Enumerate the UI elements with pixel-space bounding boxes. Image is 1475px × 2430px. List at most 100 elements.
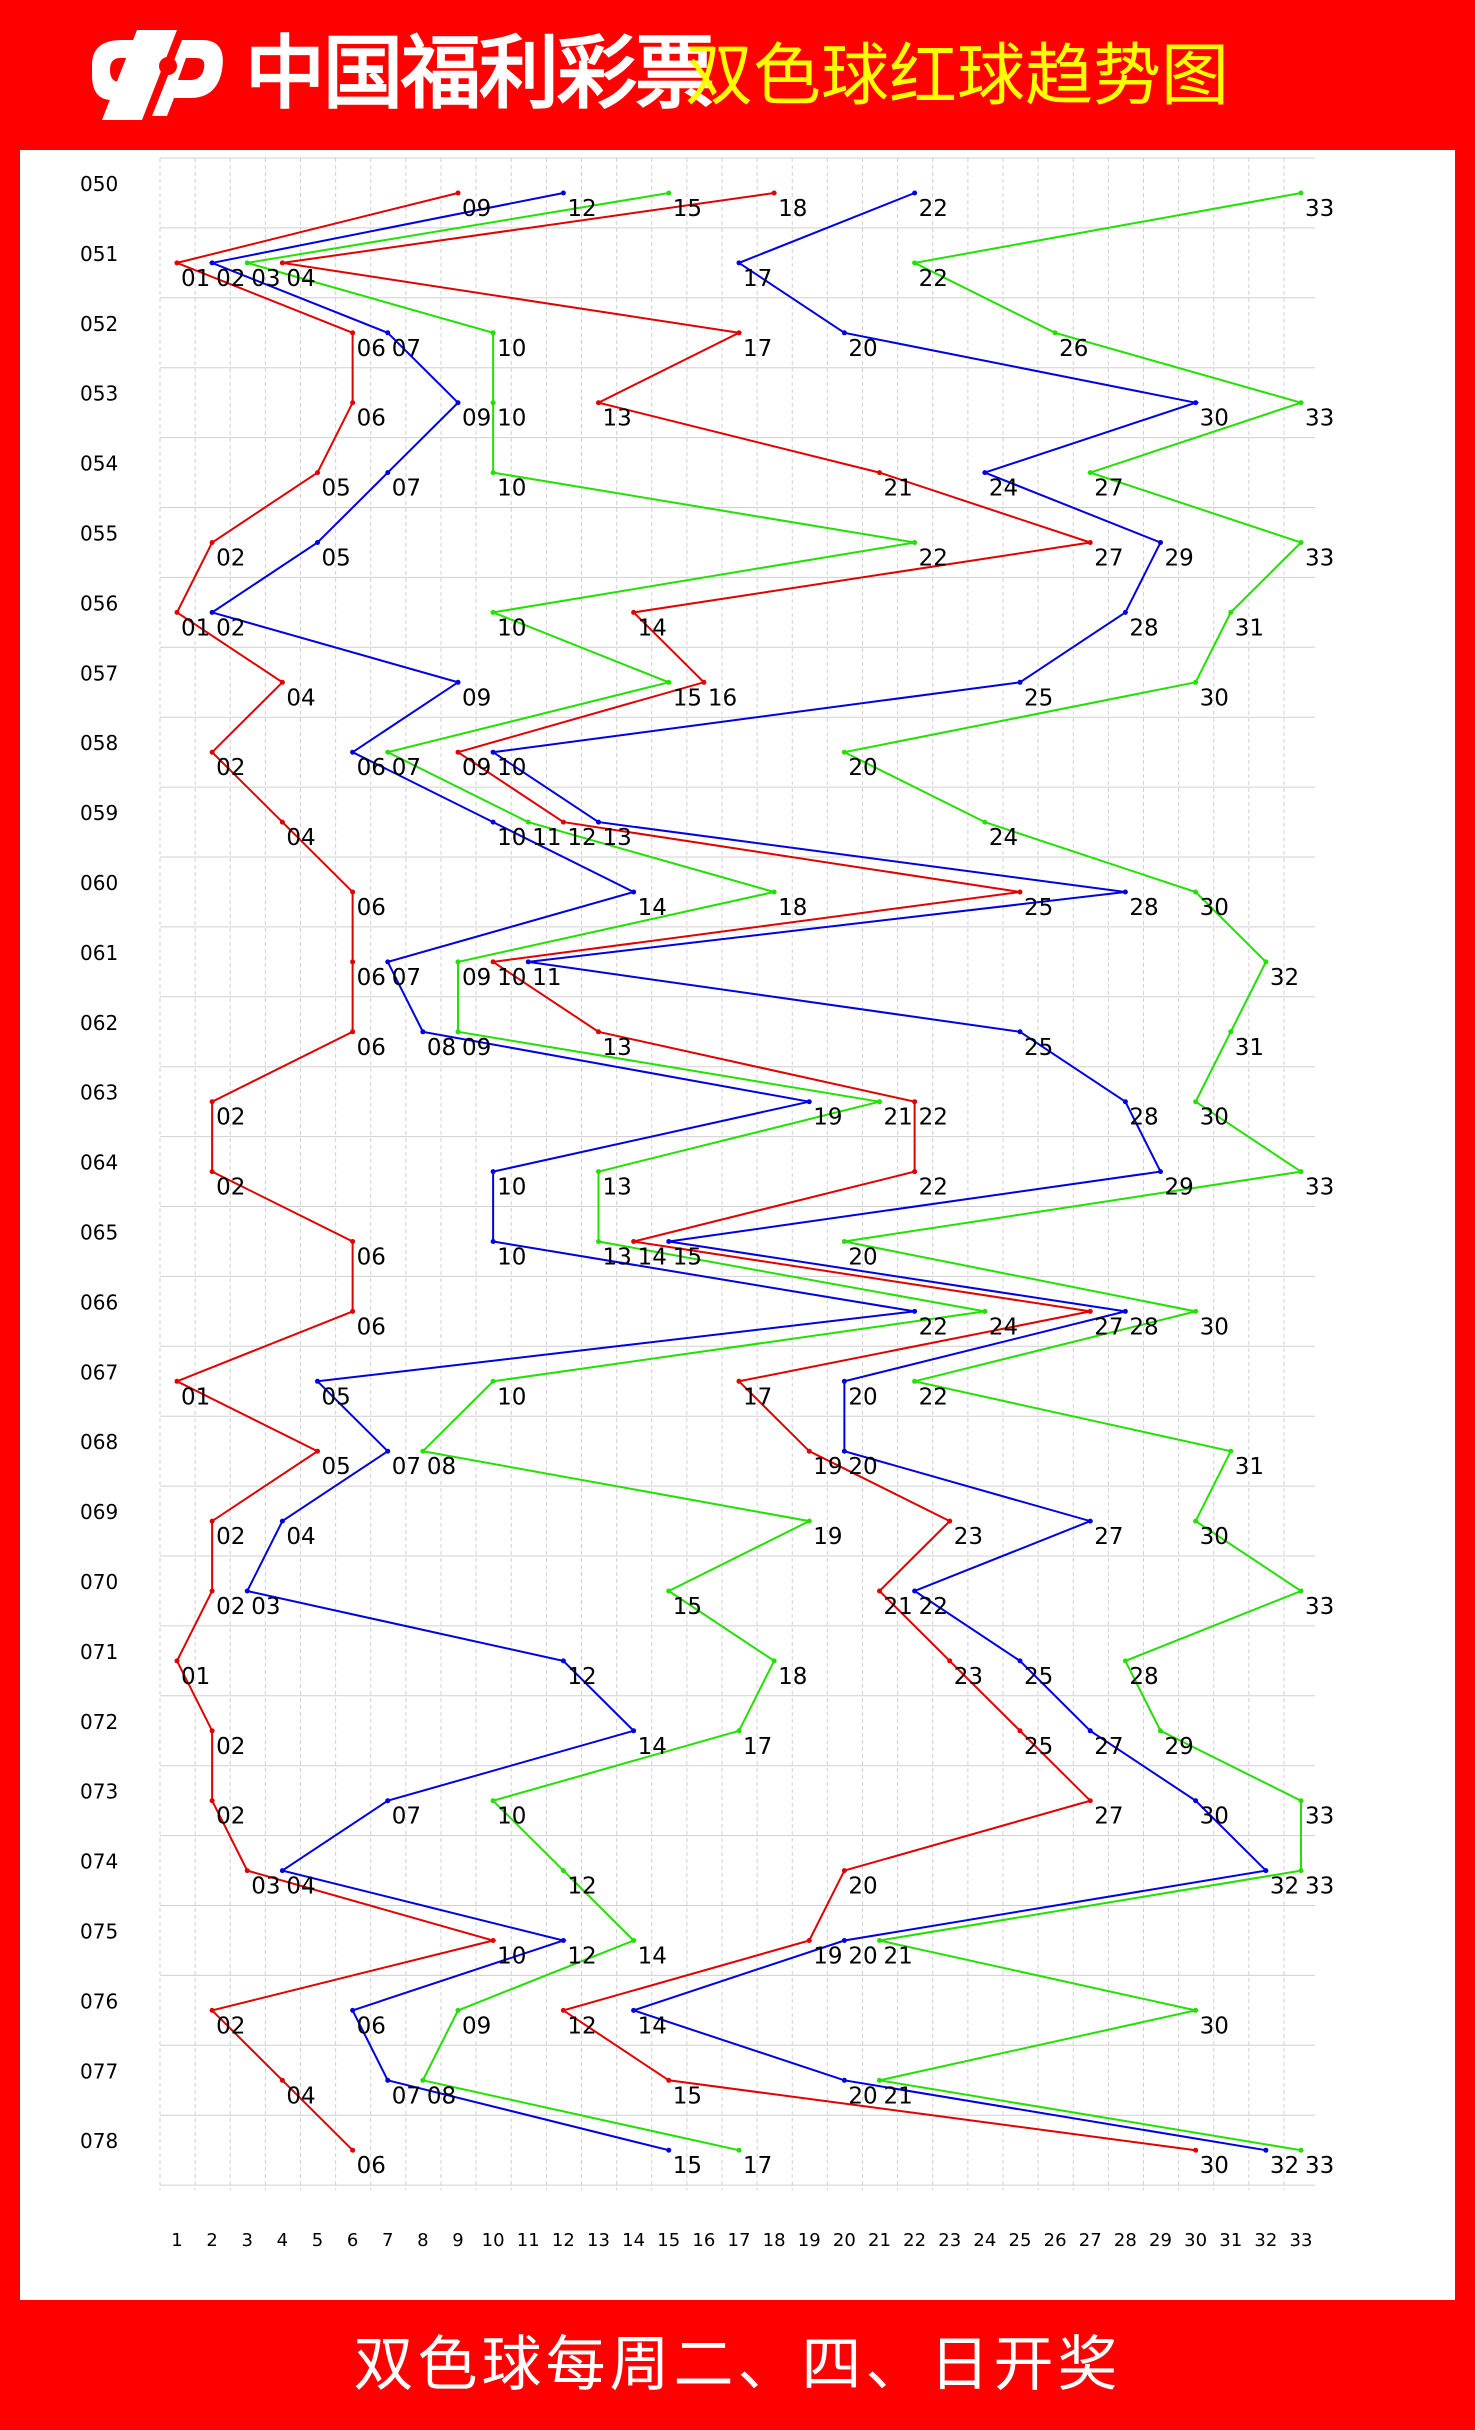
data-point <box>385 959 391 965</box>
number-label: 12 <box>567 825 596 851</box>
number-label: 03 <box>251 1594 280 1620</box>
issue-label: 055 <box>80 522 118 546</box>
number-label: 10 <box>497 1944 526 1970</box>
number-label: 22 <box>919 1594 948 1620</box>
data-point <box>877 2077 882 2083</box>
data-point <box>666 1588 672 1594</box>
data-point <box>279 819 285 825</box>
data-point <box>1087 1728 1093 1734</box>
data-point <box>490 959 496 965</box>
data-point <box>841 1938 847 1943</box>
data-point <box>877 470 882 476</box>
data-point <box>350 959 356 965</box>
data-point <box>1193 1099 1199 1105</box>
number-label: 04 <box>286 1524 315 1550</box>
number-label: 19 <box>813 1454 842 1480</box>
issue-label: 067 <box>80 1360 118 1384</box>
data-point <box>490 400 496 406</box>
number-label: 25 <box>1024 685 1053 711</box>
number-label: 05 <box>322 476 351 502</box>
issue-label: 054 <box>80 452 118 476</box>
number-label: 03 <box>251 1874 280 1900</box>
number-label: 02 <box>216 2013 245 2039</box>
data-point <box>806 1099 812 1105</box>
data-point <box>596 400 601 406</box>
data-point <box>560 1658 566 1664</box>
x-tick-label: 8 <box>417 2230 428 2251</box>
number-label: 27 <box>1094 1734 1123 1760</box>
data-point <box>350 2007 356 2013</box>
number-label: 06 <box>357 895 386 921</box>
number-label: 33 <box>1305 1594 1334 1620</box>
series-line-pos-2 <box>208 192 915 2152</box>
data-point <box>877 1099 882 1105</box>
data-point <box>631 889 637 895</box>
issue-label: 062 <box>80 1011 118 1035</box>
number-label: 23 <box>954 1524 983 1550</box>
data-point <box>209 540 215 545</box>
data-point <box>1228 1029 1234 1035</box>
issue-label: 070 <box>80 1570 118 1594</box>
number-label: 14 <box>638 1734 667 1760</box>
number-label: 10 <box>497 476 526 502</box>
issue-label: 060 <box>80 871 118 895</box>
data-point <box>209 1798 215 1804</box>
data-point <box>666 679 672 685</box>
data-point <box>1298 400 1304 406</box>
x-tick-label: 10 <box>482 2230 505 2251</box>
data-point <box>877 1938 882 1943</box>
data-point <box>1298 1169 1304 1175</box>
data-point <box>1122 1308 1128 1314</box>
number-label: 10 <box>497 1245 526 1271</box>
number-label: 30 <box>1200 1804 1229 1830</box>
data-point <box>455 400 461 406</box>
data-point <box>1193 2147 1199 2153</box>
number-label: 20 <box>848 1245 877 1271</box>
data-point <box>209 2007 215 2013</box>
data-point <box>350 330 356 336</box>
number-label: 21 <box>884 1944 913 1970</box>
data-point <box>947 1518 953 1524</box>
number-label: 33 <box>1305 1804 1334 1830</box>
number-label: 33 <box>1305 1175 1334 1201</box>
data-point <box>806 1518 812 1524</box>
number-label: 15 <box>673 1245 702 1271</box>
data-point <box>771 889 777 895</box>
number-label: 28 <box>1129 615 1158 641</box>
data-point <box>1228 1448 1234 1454</box>
data-point <box>490 1378 496 1384</box>
data-point <box>350 2147 356 2153</box>
data-point <box>596 819 601 825</box>
issue-label: 068 <box>80 1430 118 1454</box>
number-label: 02 <box>216 1594 245 1620</box>
data-point <box>385 1798 391 1804</box>
number-label: 20 <box>848 1384 877 1410</box>
data-point <box>736 1728 742 1734</box>
issue-label: 064 <box>80 1151 118 1175</box>
data-point <box>350 1239 356 1244</box>
data-point <box>736 260 742 266</box>
number-label: 12 <box>567 1874 596 1900</box>
number-label: 33 <box>1305 1874 1334 1900</box>
number-label: 02 <box>216 266 245 292</box>
number-label: 19 <box>813 1524 842 1550</box>
number-label: 33 <box>1305 2153 1334 2179</box>
issue-label: 063 <box>80 1081 118 1105</box>
data-point <box>420 2077 426 2083</box>
number-label: 20 <box>848 1454 877 1480</box>
number-label: 20 <box>848 1874 877 1900</box>
number-label: 04 <box>286 266 315 292</box>
x-tick-label: 2 <box>206 2230 217 2251</box>
number-label: 17 <box>743 1384 772 1410</box>
number-label: 01 <box>181 1664 210 1690</box>
data-point <box>350 1308 356 1314</box>
number-label: 30 <box>1200 1105 1229 1131</box>
number-label: 10 <box>497 965 526 991</box>
x-tick-label: 29 <box>1149 2230 1172 2251</box>
number-label: 07 <box>392 2083 421 2109</box>
data-point <box>490 819 496 825</box>
number-label: 06 <box>357 965 386 991</box>
number-label: 18 <box>778 196 807 222</box>
number-label: 07 <box>392 1454 421 1480</box>
